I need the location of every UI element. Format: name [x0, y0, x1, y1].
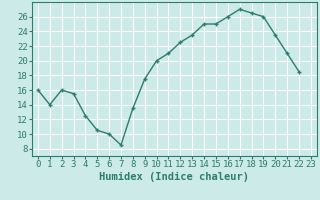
X-axis label: Humidex (Indice chaleur): Humidex (Indice chaleur) — [100, 172, 249, 182]
